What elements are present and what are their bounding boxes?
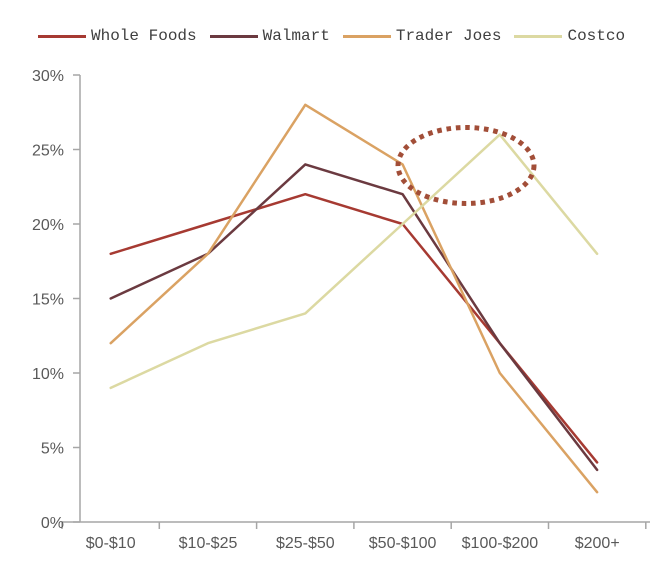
legend-item-walmart: Walmart — [209, 27, 330, 45]
x-axis — [61, 521, 650, 529]
y-tick-label-15: 15% — [32, 292, 64, 309]
y-axis — [73, 74, 81, 523]
series-lines — [109, 103, 599, 494]
series-line-whole-foods — [109, 192, 599, 464]
legend-item-trader-joes: Trader Joes — [342, 27, 502, 45]
legend-swatch-whole-foods — [38, 34, 86, 38]
x-tick-label-200plus: $200+ — [575, 535, 620, 552]
x-tick-labels: $0-$10 $10-$25 $25-$50 $50-$100 $100-$20… — [86, 535, 620, 552]
series-line-costco — [109, 133, 599, 390]
y-tick-labels: 30% 25% 20% 15% 10% 5% 0% — [32, 68, 64, 532]
x-tick-label-10-25: $10-$25 — [179, 535, 238, 552]
x-tick-label-25-50: $25-$50 — [276, 535, 335, 552]
legend: Whole Foods Walmart Trader Joes Costco — [38, 27, 625, 45]
legend-swatch-costco — [514, 34, 563, 38]
series-line-trader-joes — [109, 103, 599, 494]
y-tick-label-20: 20% — [32, 217, 64, 234]
x-tick-label-0-10: $0-$10 — [86, 535, 136, 552]
legend-label-walmart: Walmart — [262, 27, 330, 45]
y-tick-label-30: 30% — [32, 68, 64, 85]
legend-swatch-walmart — [209, 34, 258, 38]
y-tick-label-25: 25% — [32, 143, 64, 160]
x-tick-label-50-100: $50-$100 — [369, 535, 437, 552]
legend-label-trader-joes: Trader Joes — [395, 27, 502, 45]
annotation-ellipse — [395, 125, 537, 206]
y-tick-label-10: 10% — [32, 366, 64, 383]
series-line-walmart — [109, 163, 599, 472]
y-tick-label-0: 0% — [41, 515, 64, 532]
x-tick-label-100-200: $100-$200 — [462, 535, 539, 552]
legend-label-whole-foods: Whole Foods — [91, 27, 197, 45]
legend-swatch-trader-joes — [342, 34, 391, 38]
legend-item-whole-foods: Whole Foods — [38, 27, 197, 45]
legend-label-costco: Costco — [567, 27, 626, 45]
y-tick-label-5: 5% — [41, 441, 64, 458]
legend-item-costco: Costco — [514, 27, 625, 45]
